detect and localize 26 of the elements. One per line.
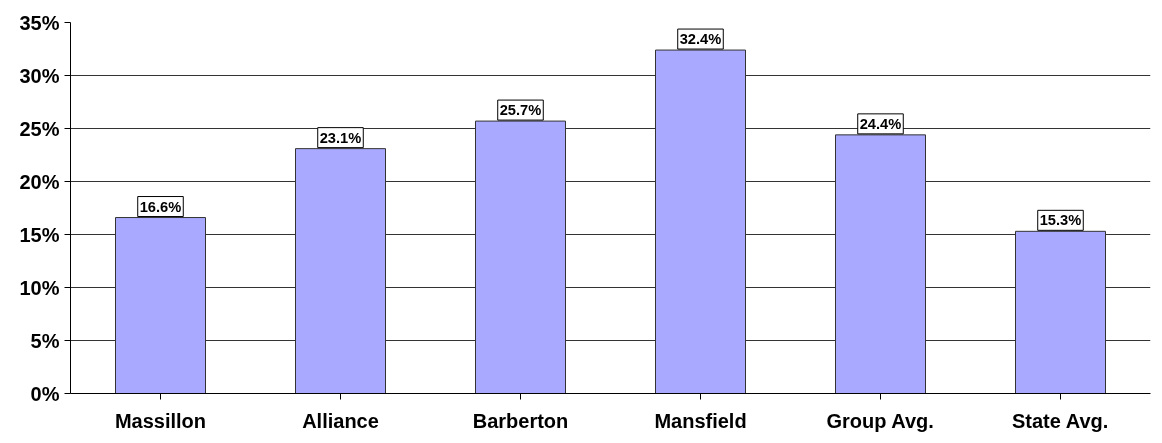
x-tick-label: State Avg. (1011, 409, 1109, 432)
x-tick-label: Massillon (114, 409, 207, 432)
bar (1015, 230, 1106, 394)
x-tick-label: Barberton (472, 409, 569, 432)
bar (655, 49, 746, 394)
data-label: 24.4% (859, 115, 902, 132)
y-tick-label: 10% (19, 276, 60, 299)
y-tick-label: 35% (19, 11, 60, 34)
data-label: 15.3% (1039, 212, 1082, 229)
data-label: 32.4% (679, 31, 722, 48)
x-tick-label: Mansfield (654, 409, 747, 432)
y-tick-label: 20% (19, 170, 60, 193)
bar (835, 134, 926, 394)
x-tick-label: Alliance (302, 409, 379, 432)
data-label: 25.7% (499, 102, 542, 119)
bar (475, 120, 566, 394)
y-tick-label: 30% (19, 64, 60, 87)
data-label: 23.1% (319, 129, 362, 146)
y-tick-label: 5% (30, 329, 60, 352)
y-tick-label: 0% (30, 382, 60, 405)
bar (295, 148, 386, 394)
bar (115, 217, 206, 394)
y-tick-label: 25% (19, 117, 60, 140)
x-tick-label: Group Avg. (826, 409, 934, 432)
data-label: 16.6% (139, 198, 182, 215)
y-tick-label: 15% (19, 223, 60, 246)
